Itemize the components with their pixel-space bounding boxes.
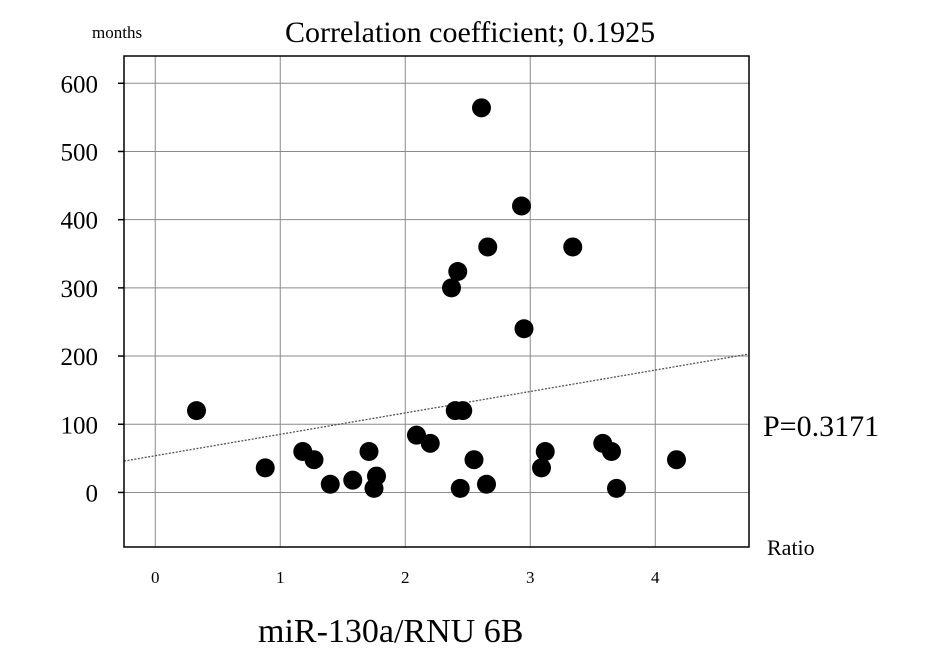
plot-frame: [123, 55, 750, 548]
y-tick-label: 600: [61, 71, 99, 98]
y-tick-label: 300: [61, 276, 99, 303]
data-point: [343, 470, 363, 490]
data-point: [667, 450, 686, 470]
data-point: [304, 450, 324, 470]
data-point: [514, 319, 534, 339]
data-point: [320, 474, 340, 494]
data-point: [563, 237, 583, 257]
grid: [118, 56, 749, 547]
data-point: [477, 474, 496, 494]
y-tick-label: 100: [61, 412, 99, 439]
regression-line: [123, 353, 750, 462]
y-tick-label: 500: [61, 139, 99, 166]
x-tick-label: 4: [651, 568, 660, 587]
x-tick-label: 2: [401, 568, 410, 587]
data-point: [255, 458, 275, 478]
data-points: [187, 98, 686, 498]
y-tick-label: 400: [61, 208, 99, 235]
data-point: [187, 401, 206, 421]
data-point: [367, 466, 386, 486]
y-tick-label: 200: [61, 344, 99, 371]
x-tick-label: 1: [276, 568, 285, 587]
x-tick-label: 0: [151, 568, 160, 587]
data-point: [532, 458, 551, 478]
data-point: [448, 261, 468, 281]
data-point: [607, 478, 626, 498]
data-point: [602, 442, 621, 462]
data-point: [453, 401, 473, 421]
data-point: [478, 237, 498, 257]
data-point: [359, 442, 379, 462]
y-tick-label: 0: [86, 480, 99, 507]
y-axis-label: months: [92, 23, 142, 42]
data-point: [450, 478, 470, 498]
data-point: [512, 196, 531, 216]
x-axis-label: Ratio: [767, 535, 815, 560]
data-point: [535, 442, 555, 462]
tick-labels: 0 1 2 3 4 0 100 200 300 400 500 600: [61, 71, 661, 587]
chart-caption: miR-130a/RNU 6B: [258, 613, 523, 650]
data-point: [407, 425, 426, 445]
chart-title: Correlation coefficient; 0.1925: [285, 16, 655, 49]
data-point: [472, 98, 491, 118]
regression-line-group: [123, 353, 750, 462]
p-value-annotation: P=0.3171: [763, 410, 879, 443]
data-point: [420, 433, 440, 453]
data-point: [464, 450, 484, 470]
data-point: [442, 278, 461, 298]
x-tick-label: 3: [526, 568, 535, 587]
